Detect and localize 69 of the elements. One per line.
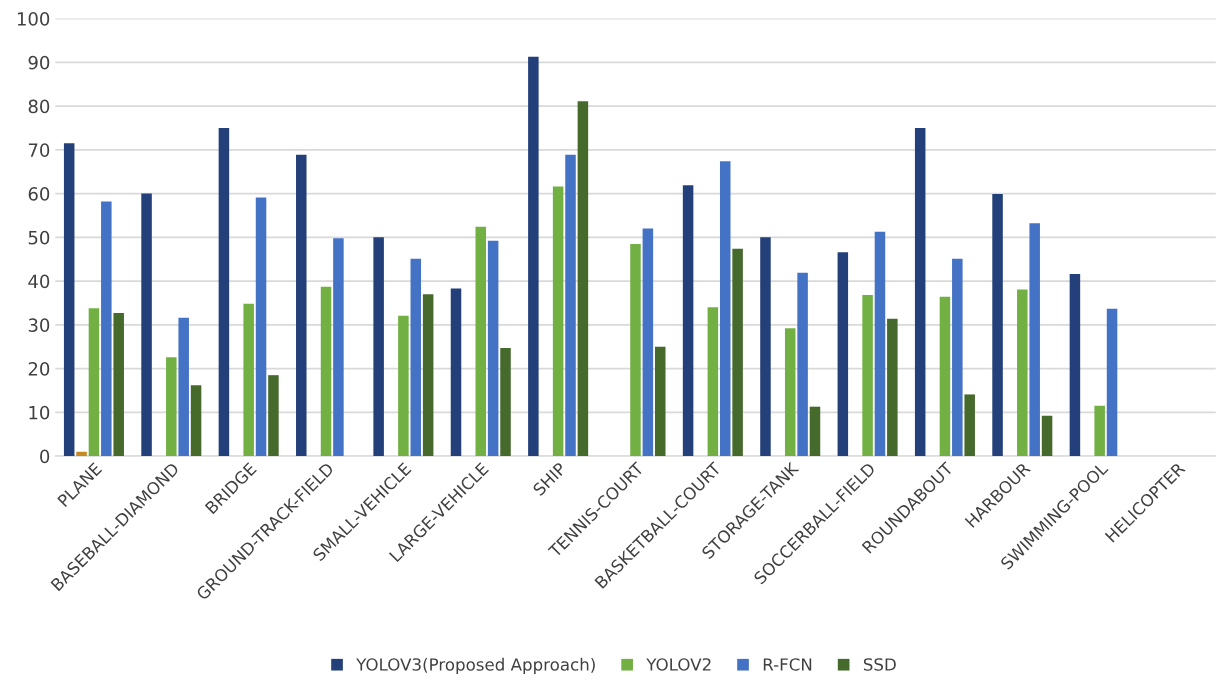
bar	[141, 193, 152, 457]
bar	[707, 307, 719, 457]
bar	[914, 127, 926, 457]
bar	[874, 231, 886, 457]
bar	[732, 248, 743, 457]
bar	[630, 243, 641, 457]
bar	[964, 394, 975, 457]
y-tick-label: 80	[28, 99, 50, 114]
y-tick-label: 0	[40, 449, 50, 464]
bar	[1029, 223, 1040, 457]
y-tick-label: 40	[28, 274, 50, 289]
bar	[500, 348, 511, 457]
bar	[487, 240, 499, 457]
bar	[178, 317, 189, 457]
bar	[475, 226, 487, 457]
bar	[76, 451, 87, 457]
bar	[862, 295, 873, 457]
y-tick-label: 70	[28, 143, 50, 157]
bar	[398, 315, 409, 457]
bar	[410, 258, 422, 457]
bar	[296, 154, 307, 457]
bar	[939, 296, 951, 457]
bar	[760, 237, 771, 457]
y-tick-label: 60	[28, 187, 50, 201]
bar	[887, 318, 898, 457]
bar	[565, 154, 576, 457]
y-tick-label: 20	[28, 362, 50, 376]
bar	[837, 252, 849, 457]
bar	[255, 197, 267, 457]
bar	[577, 101, 589, 457]
y-tick-label: 50	[28, 230, 50, 245]
bar	[333, 238, 344, 457]
legend-label: SSD	[863, 658, 896, 671]
legend-label: R-FCN	[763, 658, 812, 671]
bar	[63, 143, 75, 457]
bar	[320, 286, 332, 457]
bar	[642, 228, 654, 457]
bar	[719, 161, 731, 457]
bar	[1017, 289, 1028, 457]
bar	[166, 357, 177, 457]
bar	[373, 237, 384, 457]
bar	[88, 308, 100, 457]
bar	[113, 313, 124, 457]
bar	[450, 288, 462, 457]
bar	[422, 294, 434, 457]
bar	[682, 185, 694, 457]
bar	[101, 201, 112, 457]
y-tick-label: 100	[17, 12, 50, 26]
bar	[190, 385, 202, 457]
y-tick-label: 90	[28, 55, 50, 70]
bar	[1106, 308, 1118, 457]
bar	[218, 127, 230, 457]
legend-label: YOLOV2	[646, 658, 711, 671]
y-tick-label: 10	[29, 405, 50, 420]
bar	[552, 186, 564, 457]
y-tick-label: 30	[28, 318, 50, 332]
bar	[654, 346, 666, 457]
bar	[1041, 415, 1053, 457]
bar	[784, 328, 796, 457]
bar	[1069, 274, 1081, 457]
bar	[528, 56, 539, 457]
legend-label: YOLOV3(Proposed Approach)	[356, 657, 595, 674]
bar	[1094, 405, 1105, 457]
bar	[268, 375, 279, 457]
bar	[992, 194, 1003, 457]
bar	[797, 272, 808, 457]
bar	[243, 303, 254, 457]
bar	[952, 258, 963, 457]
bar	[809, 406, 821, 457]
